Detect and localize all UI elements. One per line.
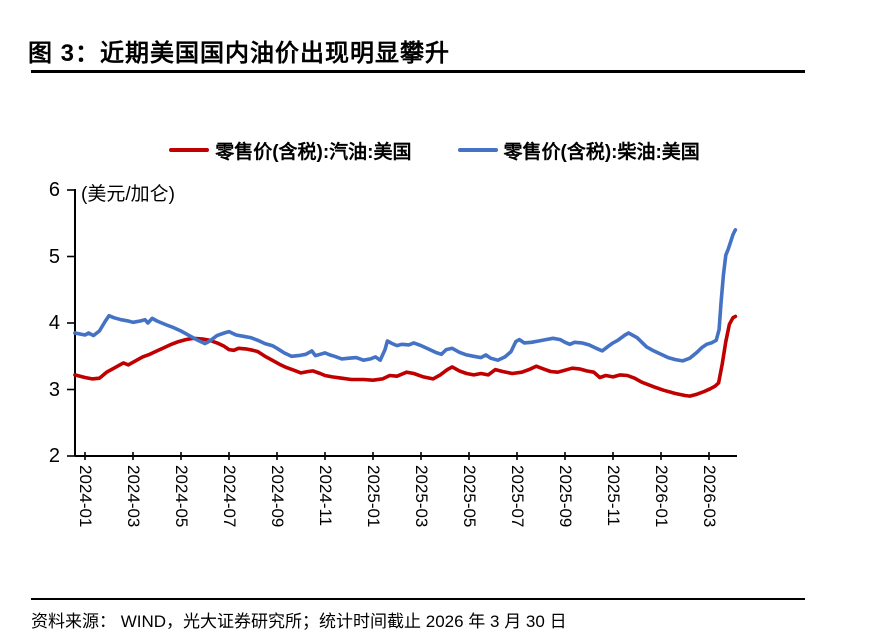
x-tick-label: 2024-05 <box>172 465 191 528</box>
x-tick-label: 2025-11 <box>604 465 623 527</box>
figure-title: 图 3：近期美国国内油价出现明显攀升 <box>28 40 451 67</box>
x-tick-label: 2025-09 <box>556 465 575 528</box>
chart-legend: 零售价(含税):汽油:美国 零售价(含税):柴油:美国 <box>0 136 869 164</box>
legend-item-gasoline: 零售价(含税):汽油:美国 <box>169 137 412 164</box>
x-tick-label: 2024-07 <box>220 465 239 528</box>
x-tick-label: 2026-03 <box>700 465 719 528</box>
diesel-price-line <box>73 228 738 363</box>
x-tick-label: 2024-09 <box>268 465 287 528</box>
y-tick-label: 3 <box>48 378 60 401</box>
x-tick-label: 2025-07 <box>508 465 527 528</box>
gasoline-price-line <box>73 314 738 398</box>
x-tick-label: 2024-01 <box>76 465 95 528</box>
y-tick-label: 4 <box>48 312 60 334</box>
y-tick-label: 6 <box>48 179 60 201</box>
gasoline-legend-label: 零售价(含税):汽油:美国 <box>215 141 412 163</box>
x-tick-label: 2025-01 <box>364 465 383 528</box>
x-tick-label: 2024-03 <box>124 465 143 528</box>
diesel-legend-label: 零售价(含税):柴油:美国 <box>503 141 700 163</box>
legend-item-diesel: 零售价(含税):柴油:美国 <box>457 137 700 164</box>
y-tick-label: 2 <box>48 445 60 467</box>
gasoline-line-swatch <box>169 148 210 152</box>
x-tick-label: 2025-05 <box>460 465 479 528</box>
y-axis-unit-label: (美元/加仑) <box>81 184 175 205</box>
x-tick-label: 2025-03 <box>412 465 431 528</box>
x-tick-label: 2026-01 <box>652 465 671 528</box>
footer-divider <box>31 598 805 600</box>
x-tick-label: 2024-11 <box>316 465 335 527</box>
y-tick-label: 5 <box>48 245 60 268</box>
diesel-line-swatch <box>457 148 498 152</box>
title-underline <box>31 70 805 73</box>
data-source-note: 资料来源： WIND，光大证券研究所；统计时间截止 2026 年 3 月 30 … <box>31 612 567 631</box>
